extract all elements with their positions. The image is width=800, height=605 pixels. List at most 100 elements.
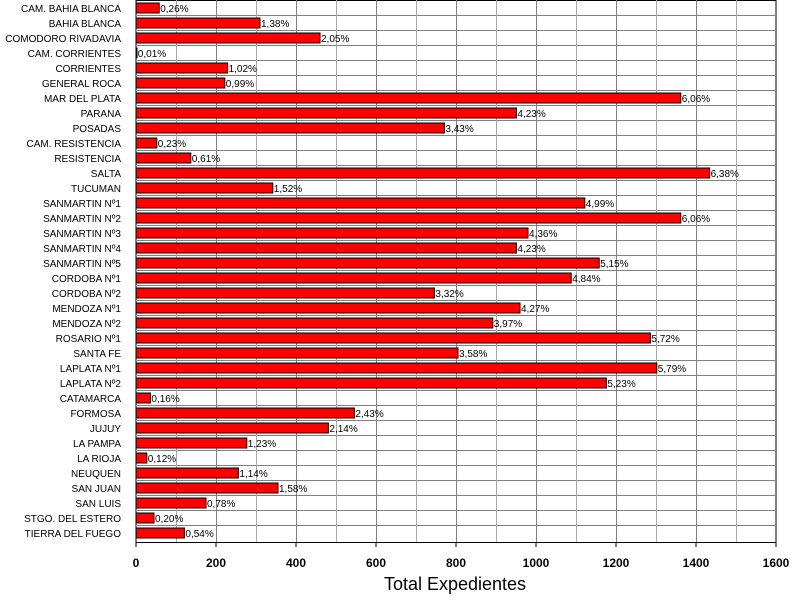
category-label: MENDOZA Nº2 bbox=[52, 319, 121, 330]
x-tick-label: 1600 bbox=[763, 556, 790, 570]
bar bbox=[135, 242, 517, 254]
bar bbox=[135, 107, 517, 119]
category-label: CAM. CORRIENTES bbox=[28, 49, 122, 60]
category-label: SANTA FE bbox=[73, 349, 121, 360]
category-label: SANMARTIN Nº1 bbox=[43, 199, 121, 210]
category-label: FORMOSA bbox=[70, 409, 121, 420]
data-label: 0,99% bbox=[226, 79, 254, 90]
category-label: POSADAS bbox=[73, 124, 122, 135]
data-label: 1,14% bbox=[239, 469, 267, 480]
data-label: 6,06% bbox=[682, 94, 710, 105]
data-label: 1,52% bbox=[274, 184, 302, 195]
x-tick-label: 1000 bbox=[523, 556, 550, 570]
category-label: SANMARTIN Nº3 bbox=[43, 229, 121, 240]
data-label: 5,72% bbox=[651, 334, 679, 345]
bar bbox=[135, 77, 226, 89]
bar bbox=[135, 287, 435, 299]
category-labels: CAM. BAHIA BLANCA BAHIA BLANCA COMODORO RI… bbox=[5, 4, 121, 540]
category-label: LAPLATA Nº2 bbox=[60, 379, 122, 390]
data-label: 0,23% bbox=[158, 139, 186, 150]
bar bbox=[135, 32, 321, 44]
category-label: TUCUMAN bbox=[71, 184, 121, 195]
category-label: GENERAL ROCA bbox=[42, 79, 121, 90]
data-label: 5,15% bbox=[600, 259, 628, 270]
bar bbox=[135, 2, 160, 14]
category-label: LA PAMPA bbox=[73, 439, 121, 450]
value-labels: 0,26% 1,38% 2,05% 0,01% 1,02% 0,99% 6,06% 4,23%… bbox=[138, 4, 739, 540]
category-label: JUJUY bbox=[90, 424, 121, 435]
data-label: 0,61% bbox=[192, 154, 220, 165]
bar bbox=[135, 272, 572, 284]
bar bbox=[135, 407, 355, 419]
category-label: SANMARTIN Nº2 bbox=[43, 214, 121, 225]
category-label: LA RIOJA bbox=[77, 454, 121, 465]
data-label: 0,26% bbox=[160, 4, 188, 15]
category-label: CAM. RESISTENCIA bbox=[27, 139, 122, 150]
data-label: 2,14% bbox=[329, 424, 357, 435]
bar bbox=[135, 497, 207, 509]
data-label: 0,16% bbox=[151, 394, 179, 405]
category-label: MAR DEL PLATA bbox=[44, 94, 121, 105]
category-label: PARANA bbox=[81, 109, 122, 120]
category-label: CORRIENTES bbox=[55, 64, 121, 75]
bar bbox=[135, 467, 239, 479]
data-label: 0,78% bbox=[207, 499, 235, 510]
data-label: 3,32% bbox=[435, 289, 463, 300]
bar bbox=[135, 62, 229, 74]
bar bbox=[135, 302, 521, 314]
bar bbox=[135, 137, 158, 149]
category-label: STGO. DEL ESTERO bbox=[24, 514, 121, 525]
bar bbox=[135, 182, 274, 194]
bar bbox=[135, 437, 248, 449]
bar bbox=[135, 332, 651, 344]
data-label: 4,84% bbox=[572, 274, 600, 285]
category-label: RESISTENCIA bbox=[54, 154, 121, 165]
data-label: 6,38% bbox=[711, 169, 739, 180]
bar bbox=[135, 392, 151, 404]
x-tick-label: 1200 bbox=[603, 556, 630, 570]
data-label: 3,97% bbox=[494, 319, 522, 330]
bar bbox=[135, 17, 261, 29]
category-label: SALTA bbox=[91, 169, 122, 180]
data-label: 1,58% bbox=[279, 484, 307, 495]
data-label: 2,43% bbox=[355, 409, 383, 420]
category-label: CAM. BAHIA BLANCA bbox=[21, 4, 121, 15]
bar bbox=[135, 197, 586, 209]
bar bbox=[135, 527, 185, 539]
bar bbox=[135, 152, 192, 164]
bar bbox=[135, 122, 445, 134]
category-label: CATAMARCA bbox=[60, 394, 122, 405]
category-label: CORDOBA Nº1 bbox=[52, 274, 122, 285]
category-label: CORDOBA Nº2 bbox=[52, 289, 122, 300]
bar bbox=[135, 47, 138, 59]
category-label: SANMARTIN Nº4 bbox=[43, 244, 121, 255]
data-label: 4,99% bbox=[586, 199, 614, 210]
bar bbox=[135, 512, 155, 524]
x-tick-label: 200 bbox=[206, 556, 226, 570]
data-label: 0,20% bbox=[155, 514, 183, 525]
bar bbox=[135, 92, 682, 104]
bar bbox=[135, 362, 658, 374]
bar bbox=[135, 317, 494, 329]
bar bbox=[135, 452, 148, 464]
data-label: 1,38% bbox=[261, 19, 289, 30]
data-label: 0,01% bbox=[138, 49, 166, 60]
x-tick-label: 400 bbox=[286, 556, 306, 570]
bar bbox=[135, 212, 682, 224]
category-label: ROSARIO Nº1 bbox=[56, 334, 122, 345]
data-label: 3,43% bbox=[445, 124, 473, 135]
bar bbox=[135, 377, 607, 389]
x-tick-label: 0 bbox=[133, 556, 140, 570]
x-axis-title: Total Expedientes bbox=[384, 574, 526, 594]
x-tick-label: 800 bbox=[446, 556, 466, 570]
category-label: SAN LUIS bbox=[75, 499, 121, 510]
data-label: 0,54% bbox=[185, 529, 213, 540]
bar bbox=[135, 257, 600, 269]
data-label: 4,27% bbox=[521, 304, 549, 315]
category-label: BAHIA BLANCA bbox=[49, 19, 122, 30]
data-label: 5,79% bbox=[658, 364, 686, 375]
data-label: 4,23% bbox=[517, 244, 545, 255]
x-tick-label: 1400 bbox=[683, 556, 710, 570]
bars bbox=[135, 2, 711, 539]
